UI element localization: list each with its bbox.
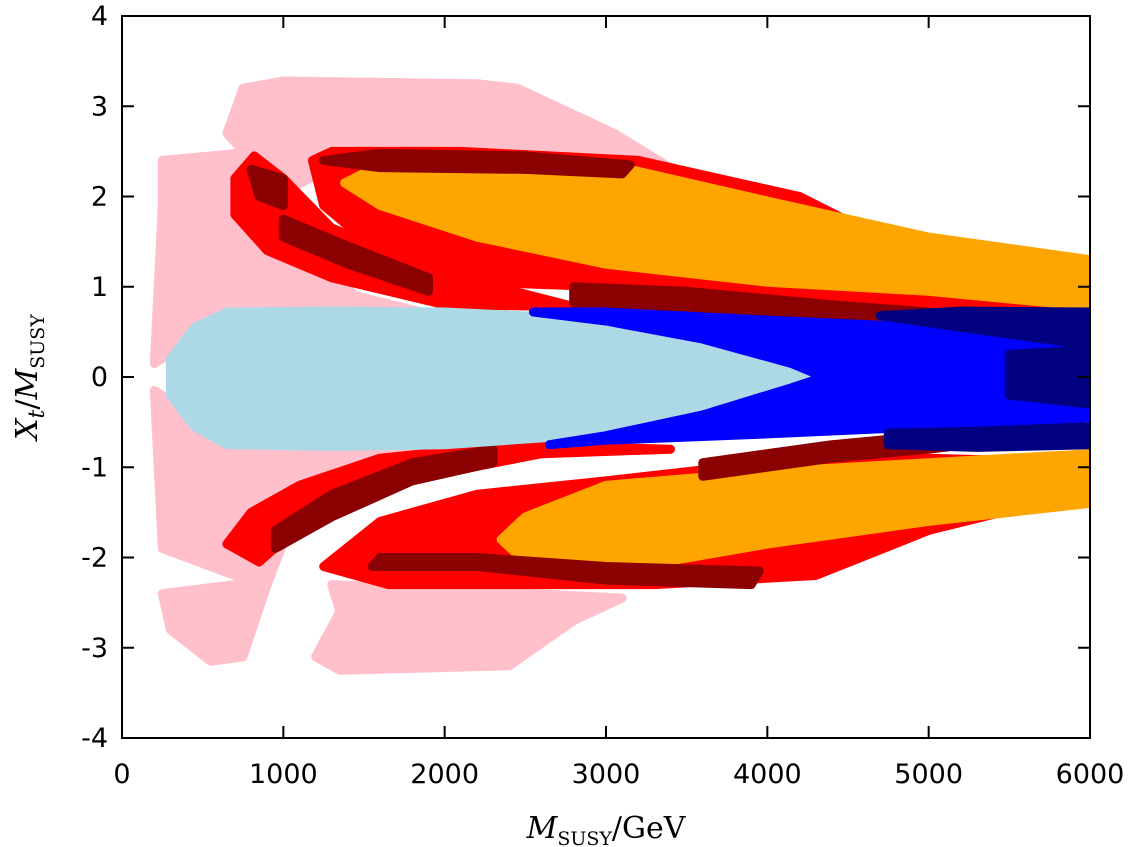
x-axis-label-var: M (526, 811, 559, 846)
point-region-22 (1004, 345, 1090, 409)
y-tick-label: -1 (81, 452, 108, 483)
x-tick-label: 2000 (410, 759, 479, 790)
x-axis-label-sub: SUSY (557, 828, 612, 847)
x-tick-label: 4000 (733, 759, 802, 790)
y-tick-label: -4 (81, 723, 108, 754)
point-region-16 (367, 553, 764, 590)
x-tick-label: 6000 (1056, 759, 1125, 790)
point-region-11 (246, 164, 288, 210)
x-axis-label: MSUSY/GeV (526, 811, 687, 847)
y-tick-label: 1 (91, 272, 108, 303)
point-region-4 (311, 580, 627, 675)
point-region-13 (319, 148, 635, 179)
y-tick-label: 4 (91, 1, 108, 32)
y-tick-label: 0 (91, 362, 108, 393)
point-region-20 (875, 306, 1090, 350)
y-axis-label-sub2: SUSY (27, 314, 49, 369)
x-axis-ticks: 0 1000 2000 3000 4000 5000 6000 (113, 16, 1124, 790)
point-region-15 (270, 444, 498, 553)
x-axis-label-unit: /GeV (612, 811, 687, 846)
point-region-19 (528, 307, 1090, 450)
x-tick-label: 5000 (894, 759, 963, 790)
x-tick-label: 3000 (572, 759, 641, 790)
y-axis-label-var1: X (10, 417, 45, 442)
y-tick-label: 3 (91, 91, 108, 122)
point-region-3 (157, 580, 272, 666)
y-axis-label-sub1: t (25, 409, 50, 418)
y-tick-label: 2 (91, 182, 108, 213)
point-region-21 (883, 422, 1090, 452)
y-axis-ticks: 4 3 2 1 0 -1 -2 -3 -4 (81, 1, 1090, 754)
y-tick-label: -2 (81, 543, 108, 574)
y-axis-label-slash: / (10, 399, 45, 410)
data-points (149, 76, 1090, 675)
x-tick-label: 0 (113, 759, 130, 790)
y-tick-label: -3 (81, 633, 108, 664)
point-region-12 (278, 214, 433, 296)
x-tick-label: 1000 (249, 759, 318, 790)
y-axis-label: Xt/MSUSY (10, 314, 50, 442)
y-axis-label-var2: M (10, 368, 45, 401)
